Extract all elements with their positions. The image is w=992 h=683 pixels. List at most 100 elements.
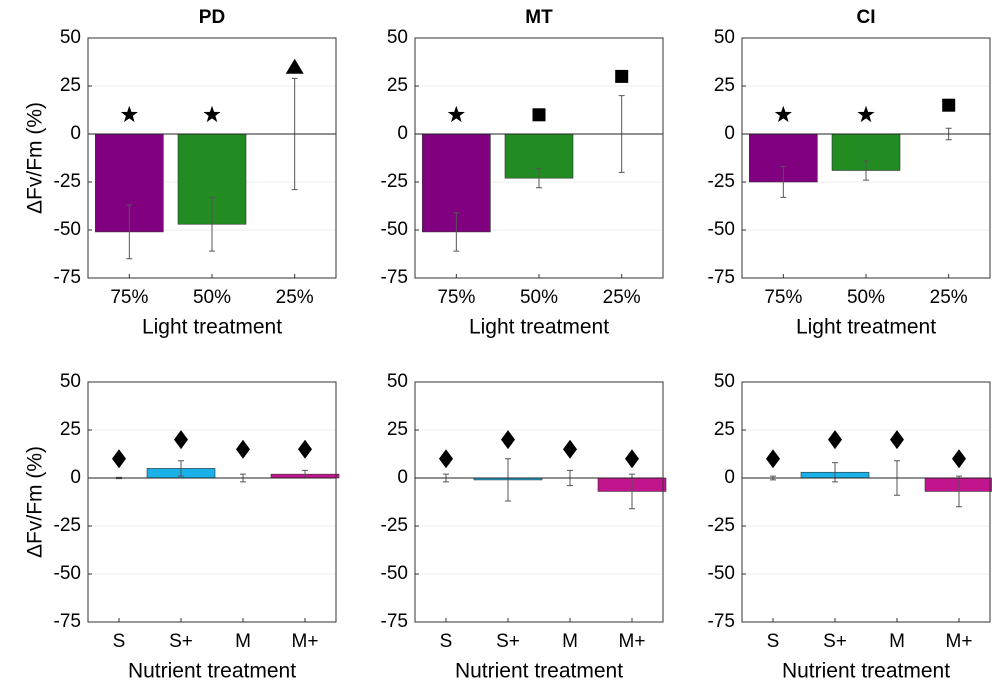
x-tick-label: 25% — [603, 287, 641, 308]
x-tick-label: 75% — [110, 287, 148, 308]
y-tick-label: -75 — [708, 267, 735, 288]
error-bar — [956, 475, 962, 508]
y-axis-label: ΔFv/Fm (%) — [24, 102, 47, 214]
significance-marker — [625, 449, 639, 469]
y-tick-label: 25 — [714, 75, 735, 96]
x-axis-label: Nutrient treatment — [455, 660, 623, 683]
error-bar — [453, 212, 460, 252]
error-bar — [178, 460, 184, 477]
y-tick-label: -25 — [381, 171, 408, 192]
y-tick-label: -75 — [54, 267, 81, 288]
panel-title: PD — [199, 7, 225, 28]
significance-marker — [439, 449, 453, 469]
y-tick-label: 50 — [387, 27, 408, 48]
significance-marker — [501, 430, 515, 450]
y-tick-label: 25 — [60, 419, 81, 440]
y-tick-label: 50 — [60, 27, 81, 48]
y-tick-label: -50 — [708, 219, 735, 240]
y-tick-label: -25 — [54, 515, 81, 536]
y-tick-label: 25 — [387, 419, 408, 440]
error-bar — [780, 166, 787, 198]
y-tick-label: 0 — [70, 123, 81, 144]
significance-marker — [857, 105, 875, 123]
y-tick-label: -50 — [708, 563, 735, 584]
x-axis-label: Light treatment — [469, 316, 609, 339]
significance-marker — [120, 105, 138, 123]
error-bar — [863, 160, 869, 181]
x-tick-label: 50% — [520, 287, 558, 308]
x-tick-label: S — [113, 631, 126, 652]
x-tick-label: M+ — [946, 631, 973, 652]
error-bar — [832, 462, 838, 483]
significance-marker — [174, 430, 188, 450]
error-bar — [209, 196, 215, 252]
y-tick-label: -75 — [381, 611, 408, 632]
panel-title: MT — [525, 7, 553, 28]
significance-marker — [236, 439, 250, 459]
y-tick-label: 25 — [60, 75, 81, 96]
y-tick-label: 25 — [714, 419, 735, 440]
x-tick-label: 75% — [437, 287, 475, 308]
x-tick-label: S — [440, 631, 453, 652]
x-tick-label: S+ — [496, 631, 520, 652]
y-tick-label: 25 — [387, 75, 408, 96]
significance-marker — [203, 105, 221, 123]
x-tick-label: S+ — [823, 631, 847, 652]
y-tick-label: -50 — [381, 219, 408, 240]
y-tick-label: 50 — [714, 371, 735, 392]
error-bar — [505, 458, 511, 502]
significance-marker — [890, 430, 904, 450]
x-tick-label: S+ — [169, 631, 193, 652]
y-tick-label: -25 — [54, 171, 81, 192]
x-tick-label: M — [562, 631, 578, 652]
y-tick-label: -75 — [54, 611, 81, 632]
y-tick-label: -75 — [708, 611, 735, 632]
x-tick-label: M+ — [619, 631, 646, 652]
x-axis-label: Light treatment — [142, 316, 282, 339]
y-tick-label: 50 — [60, 371, 81, 392]
y-tick-label: 0 — [397, 467, 408, 488]
axes-frame — [741, 37, 991, 279]
significance-marker — [447, 105, 465, 123]
y-tick-label: -25 — [708, 171, 735, 192]
y-tick-label: -50 — [54, 563, 81, 584]
significance-marker — [952, 449, 966, 469]
x-tick-label: 50% — [847, 287, 885, 308]
axes-frame — [414, 37, 664, 279]
significance-marker — [774, 105, 792, 123]
y-tick-label: -50 — [381, 563, 408, 584]
significance-marker — [563, 439, 577, 459]
y-tick-label: 50 — [714, 27, 735, 48]
y-tick-label: 50 — [387, 371, 408, 392]
significance-marker — [615, 69, 629, 83]
y-tick-label: -25 — [381, 515, 408, 536]
y-tick-label: 0 — [397, 123, 408, 144]
axes-frame — [741, 381, 991, 623]
x-axis-label: Light treatment — [796, 316, 936, 339]
significance-marker — [766, 449, 780, 469]
panel-title: CI — [857, 7, 876, 28]
x-tick-label: M+ — [292, 631, 319, 652]
y-tick-label: -50 — [54, 219, 81, 240]
axes-frame — [87, 37, 337, 279]
y-tick-label: 0 — [724, 123, 735, 144]
y-tick-label: -25 — [708, 515, 735, 536]
x-tick-label: M — [235, 631, 251, 652]
y-axis-label: ΔFv/Fm (%) — [24, 446, 47, 558]
y-tick-label: -75 — [381, 267, 408, 288]
significance-marker — [112, 449, 126, 469]
error-bar — [629, 473, 635, 510]
error-bar — [126, 204, 133, 260]
x-axis-label: Nutrient treatment — [782, 660, 950, 683]
x-tick-label: 50% — [193, 287, 231, 308]
bar — [422, 133, 491, 233]
axes-frame — [87, 381, 337, 623]
significance-marker — [828, 430, 842, 450]
x-tick-label: 75% — [764, 287, 802, 308]
x-tick-label: 25% — [276, 287, 314, 308]
x-tick-label: 25% — [930, 287, 968, 308]
significance-marker — [298, 439, 312, 459]
y-tick-label: 0 — [724, 467, 735, 488]
axes-frame — [414, 381, 664, 623]
error-bar — [536, 168, 542, 189]
